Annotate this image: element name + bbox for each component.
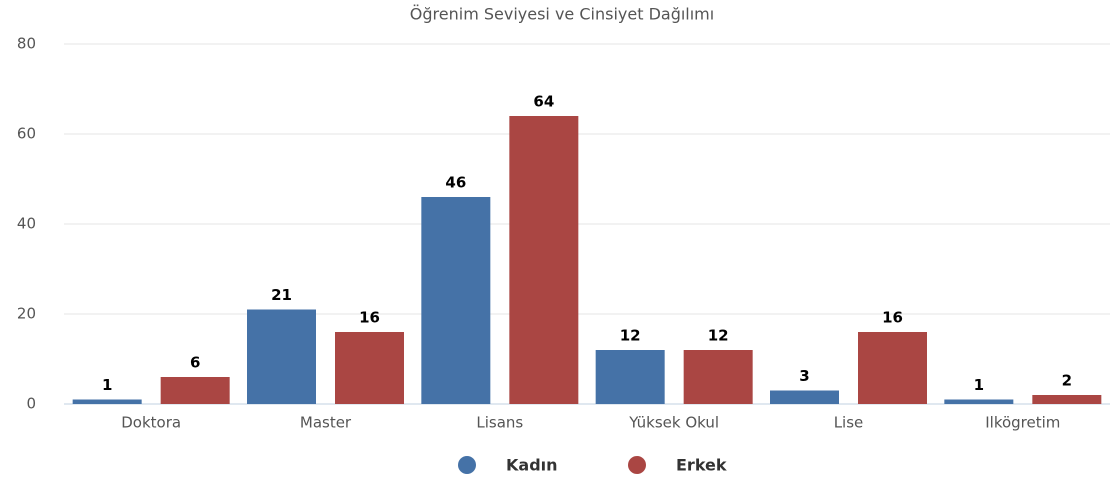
bar xyxy=(509,116,579,404)
bar xyxy=(421,197,491,404)
value-label: 16 xyxy=(882,309,903,327)
y-tick-label: 60 xyxy=(17,125,36,143)
y-tick-label: 80 xyxy=(17,35,36,53)
value-label: 46 xyxy=(445,174,466,192)
y-tick-label: 40 xyxy=(17,215,36,233)
x-tick-label: Ilkögretim xyxy=(985,414,1060,432)
bar xyxy=(595,350,665,404)
value-label: 21 xyxy=(271,286,292,304)
bar xyxy=(683,350,753,404)
bar xyxy=(944,399,1014,404)
chart-title: Öğrenim Seviyesi ve Cinsiyet Dağılımı xyxy=(410,5,714,24)
value-label: 12 xyxy=(708,327,729,345)
bar xyxy=(858,332,927,404)
value-label: 16 xyxy=(359,309,380,327)
x-tick-label: Master xyxy=(300,414,352,432)
x-tick-label: Lise xyxy=(834,414,864,432)
value-label: 3 xyxy=(799,367,809,385)
bar xyxy=(1032,395,1102,404)
bar xyxy=(247,309,316,404)
value-label: 1 xyxy=(974,376,984,394)
x-tick-label: Yüksek Okul xyxy=(628,414,719,432)
bar xyxy=(335,332,404,404)
value-label: 12 xyxy=(620,327,641,345)
value-label: 64 xyxy=(533,93,554,111)
x-tick-label: Lisans xyxy=(476,414,523,432)
x-tick-label: Doktora xyxy=(121,414,181,432)
legend-label: Erkek xyxy=(676,456,727,475)
legend-marker xyxy=(628,456,646,474)
value-label: 1 xyxy=(102,376,112,394)
value-label: 2 xyxy=(1062,372,1072,390)
y-tick-label: 20 xyxy=(17,305,36,323)
bar xyxy=(72,399,142,404)
y-tick-label: 0 xyxy=(26,395,36,413)
legend-marker xyxy=(458,456,476,474)
bar xyxy=(160,377,230,404)
bar xyxy=(770,390,839,404)
value-label: 6 xyxy=(190,354,200,372)
legend-label: Kadın xyxy=(506,456,558,475)
